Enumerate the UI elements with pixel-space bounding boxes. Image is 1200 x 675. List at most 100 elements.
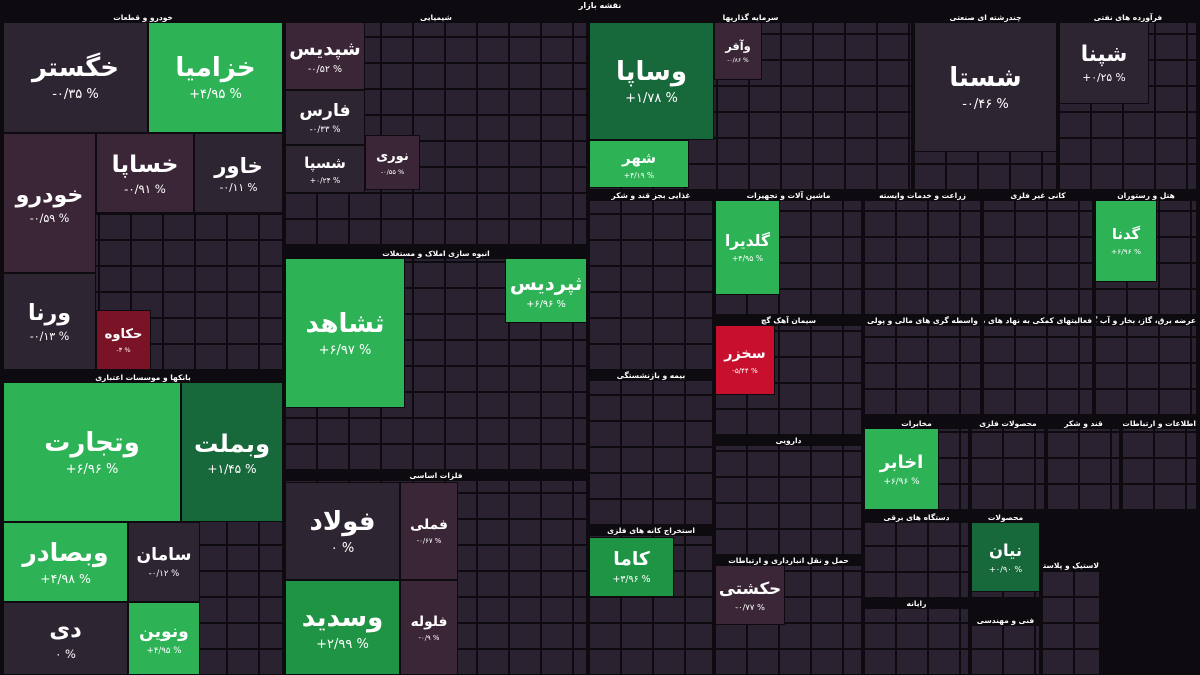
tile-change: +۴/۹۵ % <box>731 254 764 263</box>
sector-name: چندرشته ای صنعتی <box>915 13 1056 23</box>
tile-change: -۰/۱۱ % <box>219 181 258 194</box>
sector-name: سیمان آهک گچ <box>716 316 861 326</box>
sector: فعالیتهای کمکی به نهاد های مالی <box>983 315 1093 415</box>
tile-name: شسپا <box>304 153 346 172</box>
tile: خساپا -۰/۹۱ % <box>96 133 194 213</box>
tile-name: کاما <box>613 549 650 570</box>
tile: خگستر -۰/۳۵ % <box>3 22 148 133</box>
sector-name: بانکها و موسسات اعتباری <box>4 373 282 383</box>
tile: دی ۰ % <box>3 602 128 675</box>
tile: ثشاهد +۶/۹۷ % <box>285 258 405 408</box>
tile: گلدیرا +۴/۹۵ % <box>715 200 780 295</box>
sector-name: غذایی بجز قند و شکر <box>590 191 712 201</box>
sector-name: واسطه گری های مالی و پولی <box>865 316 980 326</box>
tile: حکشتی -۰/۷۷ % <box>715 565 785 625</box>
tile-name: فارس <box>299 100 351 121</box>
tile-name: وآفر <box>725 38 751 53</box>
sector: محصولات فلزی <box>971 418 1045 510</box>
map-title: نقشه بازار <box>578 1 622 10</box>
tile-change: -۳ % <box>116 345 131 354</box>
tile-change: +۲/۹۹ % <box>316 637 369 652</box>
tile: وتجارت +۶/۹۶ % <box>3 382 181 522</box>
sector-name: شیمیایی <box>286 13 586 23</box>
tile-change: ۰ % <box>330 540 355 556</box>
sector: قند و شکر <box>1047 418 1120 510</box>
tile-name: حکشتی <box>718 578 782 598</box>
sector: دارویی <box>715 435 862 555</box>
sector-name: محصولات فلزی <box>972 419 1044 429</box>
tile-name: اخابر <box>879 451 924 473</box>
tile: فولاد ۰ % <box>285 482 400 580</box>
sector-name: بیمه و بازنشستگی <box>590 371 712 381</box>
tile: کاما +۳/۹۶ % <box>589 537 674 597</box>
sector-name: سرمایه گذاریها <box>590 13 911 23</box>
tile-change: -۵/۴۴ % <box>732 365 758 375</box>
sector: بیمه و بازنشستگی <box>589 370 713 525</box>
tile-change: -۰/۶۷ % <box>416 537 442 545</box>
tile: سامان -۰/۱۲ % <box>128 522 200 602</box>
sector: عرضه برق، گاز، بخار و آب گرم <box>1095 315 1197 415</box>
tile: گدنا +۶/۹۶ % <box>1095 200 1157 282</box>
tile: خاور -۰/۱۱ % <box>194 133 283 213</box>
tile-change: -۰/۹ % <box>418 633 440 642</box>
tile-name: خزامیا <box>175 53 256 83</box>
tile: شهر +۴/۱۹ % <box>589 140 689 188</box>
tile-name: وتجارت <box>44 427 140 458</box>
tile: نیان +۰/۹۰ % <box>971 522 1040 592</box>
tile-name: فولاد <box>309 506 376 537</box>
tile-name: ثپردیس <box>509 271 583 295</box>
tile: وسدید +۲/۹۹ % <box>285 580 400 675</box>
tile-name: ورنا <box>27 300 72 326</box>
tile-change: +۰/۹۰ % <box>988 563 1023 574</box>
tile-change: -۰/۷۷ % <box>735 601 765 612</box>
tile: ثپردیس +۶/۹۶ % <box>505 258 587 323</box>
tile-name: سامان <box>136 545 192 565</box>
tile-change: -۰/۳۵ % <box>52 87 99 102</box>
sector: فنی و مهندسی <box>971 615 1040 675</box>
tile-change: +۶/۹۶ % <box>65 461 119 477</box>
sector-name: کانی غیر فلزی <box>984 191 1092 201</box>
tile-change: -۰/۱۲ % <box>148 569 180 579</box>
tile-name: نوری <box>376 149 409 164</box>
tile: فلوله -۰/۹ % <box>400 580 458 675</box>
tile-change: +۴/۱۹ % <box>623 170 655 180</box>
tile-name: شهر <box>622 148 656 167</box>
sector-name: هتل و رستوران <box>1096 191 1196 201</box>
sector: اطلاعات و ارتباطات <box>1122 418 1197 510</box>
tile: سخزر -۵/۴۴ % <box>715 325 775 395</box>
tile: خودرو -۰/۵۹ % <box>3 133 96 273</box>
tile-change: +۶/۹۶ % <box>526 298 566 310</box>
tile: وآفر -۰/۸۶ % <box>714 22 762 80</box>
tile-change: -۰/۱۳ % <box>29 330 70 343</box>
tile-name: فلوله <box>410 613 448 630</box>
tile: وساپا +۱/۷۸ % <box>589 22 714 140</box>
tile-name: خگستر <box>31 53 120 83</box>
sector: غذایی بجز قند و شکر <box>589 190 713 370</box>
tile: شپنا +۰/۲۵ % <box>1059 22 1149 104</box>
sector: دستگاه های برقی <box>864 512 969 598</box>
sector-name: خودرو و قطعات <box>4 13 282 23</box>
tile-name: وبملت <box>193 428 271 458</box>
tile: اخابر +۶/۹۶ % <box>864 428 939 510</box>
sector-name: ماشین آلات و تجهیزات <box>716 191 861 201</box>
tile-name: سخزر <box>724 345 766 362</box>
tile-change: +۴/۹۵ % <box>189 87 242 102</box>
tile-change: -۰/۵۲ % <box>307 63 343 75</box>
tile: فملی -۰/۶۷ % <box>400 482 458 580</box>
tile-name: گدنا <box>1111 226 1141 243</box>
sector-name: رایانه <box>865 599 968 609</box>
sector-name: مخابرات <box>865 419 968 429</box>
tile-change: +۴/۹۸ % <box>40 571 91 586</box>
tile: نوری -۰/۵۵ % <box>365 135 420 190</box>
tile-name: نیان <box>988 540 1023 560</box>
tile-change: -۰/۳۳ % <box>309 124 341 135</box>
tile-name: ثشاهد <box>305 308 385 339</box>
tile-name: خساپا <box>111 150 179 178</box>
sector-name: فنی و مهندسی <box>972 616 1039 626</box>
tile-change: +۳/۹۶ % <box>612 574 651 585</box>
tile-change: +۱/۴۵ % <box>207 461 257 476</box>
sector-name: دارویی <box>716 436 861 446</box>
sector-name: فعالیتهای کمکی به نهاد های مالی <box>984 316 1092 326</box>
sector-name: لاستیک و پلاستیک <box>1043 561 1099 571</box>
